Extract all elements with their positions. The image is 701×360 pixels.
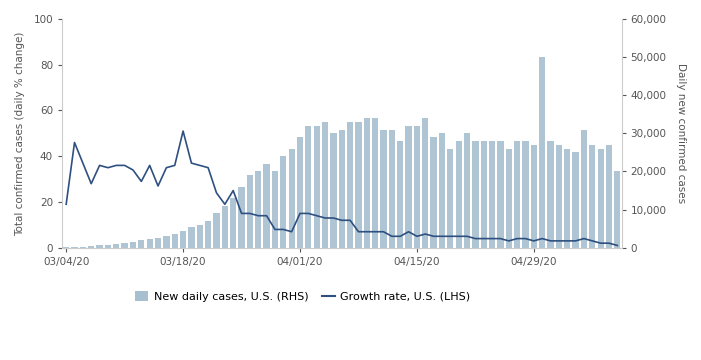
Bar xyxy=(422,118,428,248)
Bar xyxy=(581,130,587,248)
Bar xyxy=(255,171,261,248)
Bar xyxy=(606,145,612,248)
Bar xyxy=(347,122,353,248)
Bar xyxy=(280,156,287,248)
Bar xyxy=(88,246,95,248)
Bar xyxy=(113,244,119,248)
Bar xyxy=(381,130,387,248)
Bar xyxy=(313,126,320,248)
Bar xyxy=(389,130,395,248)
Bar xyxy=(481,141,487,248)
Bar xyxy=(97,246,103,248)
Bar xyxy=(439,133,445,248)
Bar xyxy=(322,122,328,248)
Bar xyxy=(397,141,403,248)
Bar xyxy=(222,206,228,248)
Bar xyxy=(213,213,219,248)
Bar xyxy=(564,149,571,248)
Bar xyxy=(405,126,411,248)
Bar xyxy=(489,141,495,248)
Bar xyxy=(163,236,170,248)
Bar xyxy=(614,171,620,248)
Y-axis label: Total confirmed cases (daily % change): Total confirmed cases (daily % change) xyxy=(15,31,25,235)
Bar xyxy=(155,238,161,248)
Bar xyxy=(539,57,545,248)
Bar xyxy=(330,133,336,248)
Bar xyxy=(372,118,379,248)
Bar xyxy=(472,141,479,248)
Bar xyxy=(305,126,311,248)
Bar xyxy=(556,145,562,248)
Bar xyxy=(547,141,554,248)
Bar xyxy=(355,122,362,248)
Bar xyxy=(63,247,69,248)
Bar xyxy=(180,231,186,248)
Bar xyxy=(573,152,579,248)
Bar xyxy=(247,175,253,248)
Bar xyxy=(464,133,470,248)
Bar xyxy=(505,149,512,248)
Y-axis label: Daily new confirmed cases: Daily new confirmed cases xyxy=(676,63,686,203)
Legend: New daily cases, U.S. (RHS), Growth rate, U.S. (LHS): New daily cases, U.S. (RHS), Growth rate… xyxy=(130,287,475,306)
Bar xyxy=(264,164,270,248)
Bar xyxy=(497,141,503,248)
Bar xyxy=(364,118,370,248)
Bar xyxy=(205,221,211,248)
Bar xyxy=(597,149,604,248)
Bar xyxy=(514,141,520,248)
Bar xyxy=(130,242,136,248)
Bar xyxy=(272,171,278,248)
Bar xyxy=(230,198,236,248)
Bar xyxy=(72,247,78,248)
Bar xyxy=(189,227,195,248)
Bar xyxy=(121,243,128,248)
Bar xyxy=(297,137,303,248)
Bar xyxy=(147,239,153,248)
Bar xyxy=(447,149,454,248)
Bar xyxy=(339,130,345,248)
Bar xyxy=(197,225,203,248)
Bar xyxy=(289,149,295,248)
Bar xyxy=(172,234,178,248)
Bar xyxy=(138,240,144,248)
Bar xyxy=(80,247,86,248)
Bar xyxy=(589,145,595,248)
Bar xyxy=(531,145,537,248)
Bar xyxy=(414,126,420,248)
Bar xyxy=(430,137,437,248)
Bar xyxy=(104,245,111,248)
Bar xyxy=(238,187,245,248)
Bar xyxy=(522,141,529,248)
Bar xyxy=(456,141,462,248)
